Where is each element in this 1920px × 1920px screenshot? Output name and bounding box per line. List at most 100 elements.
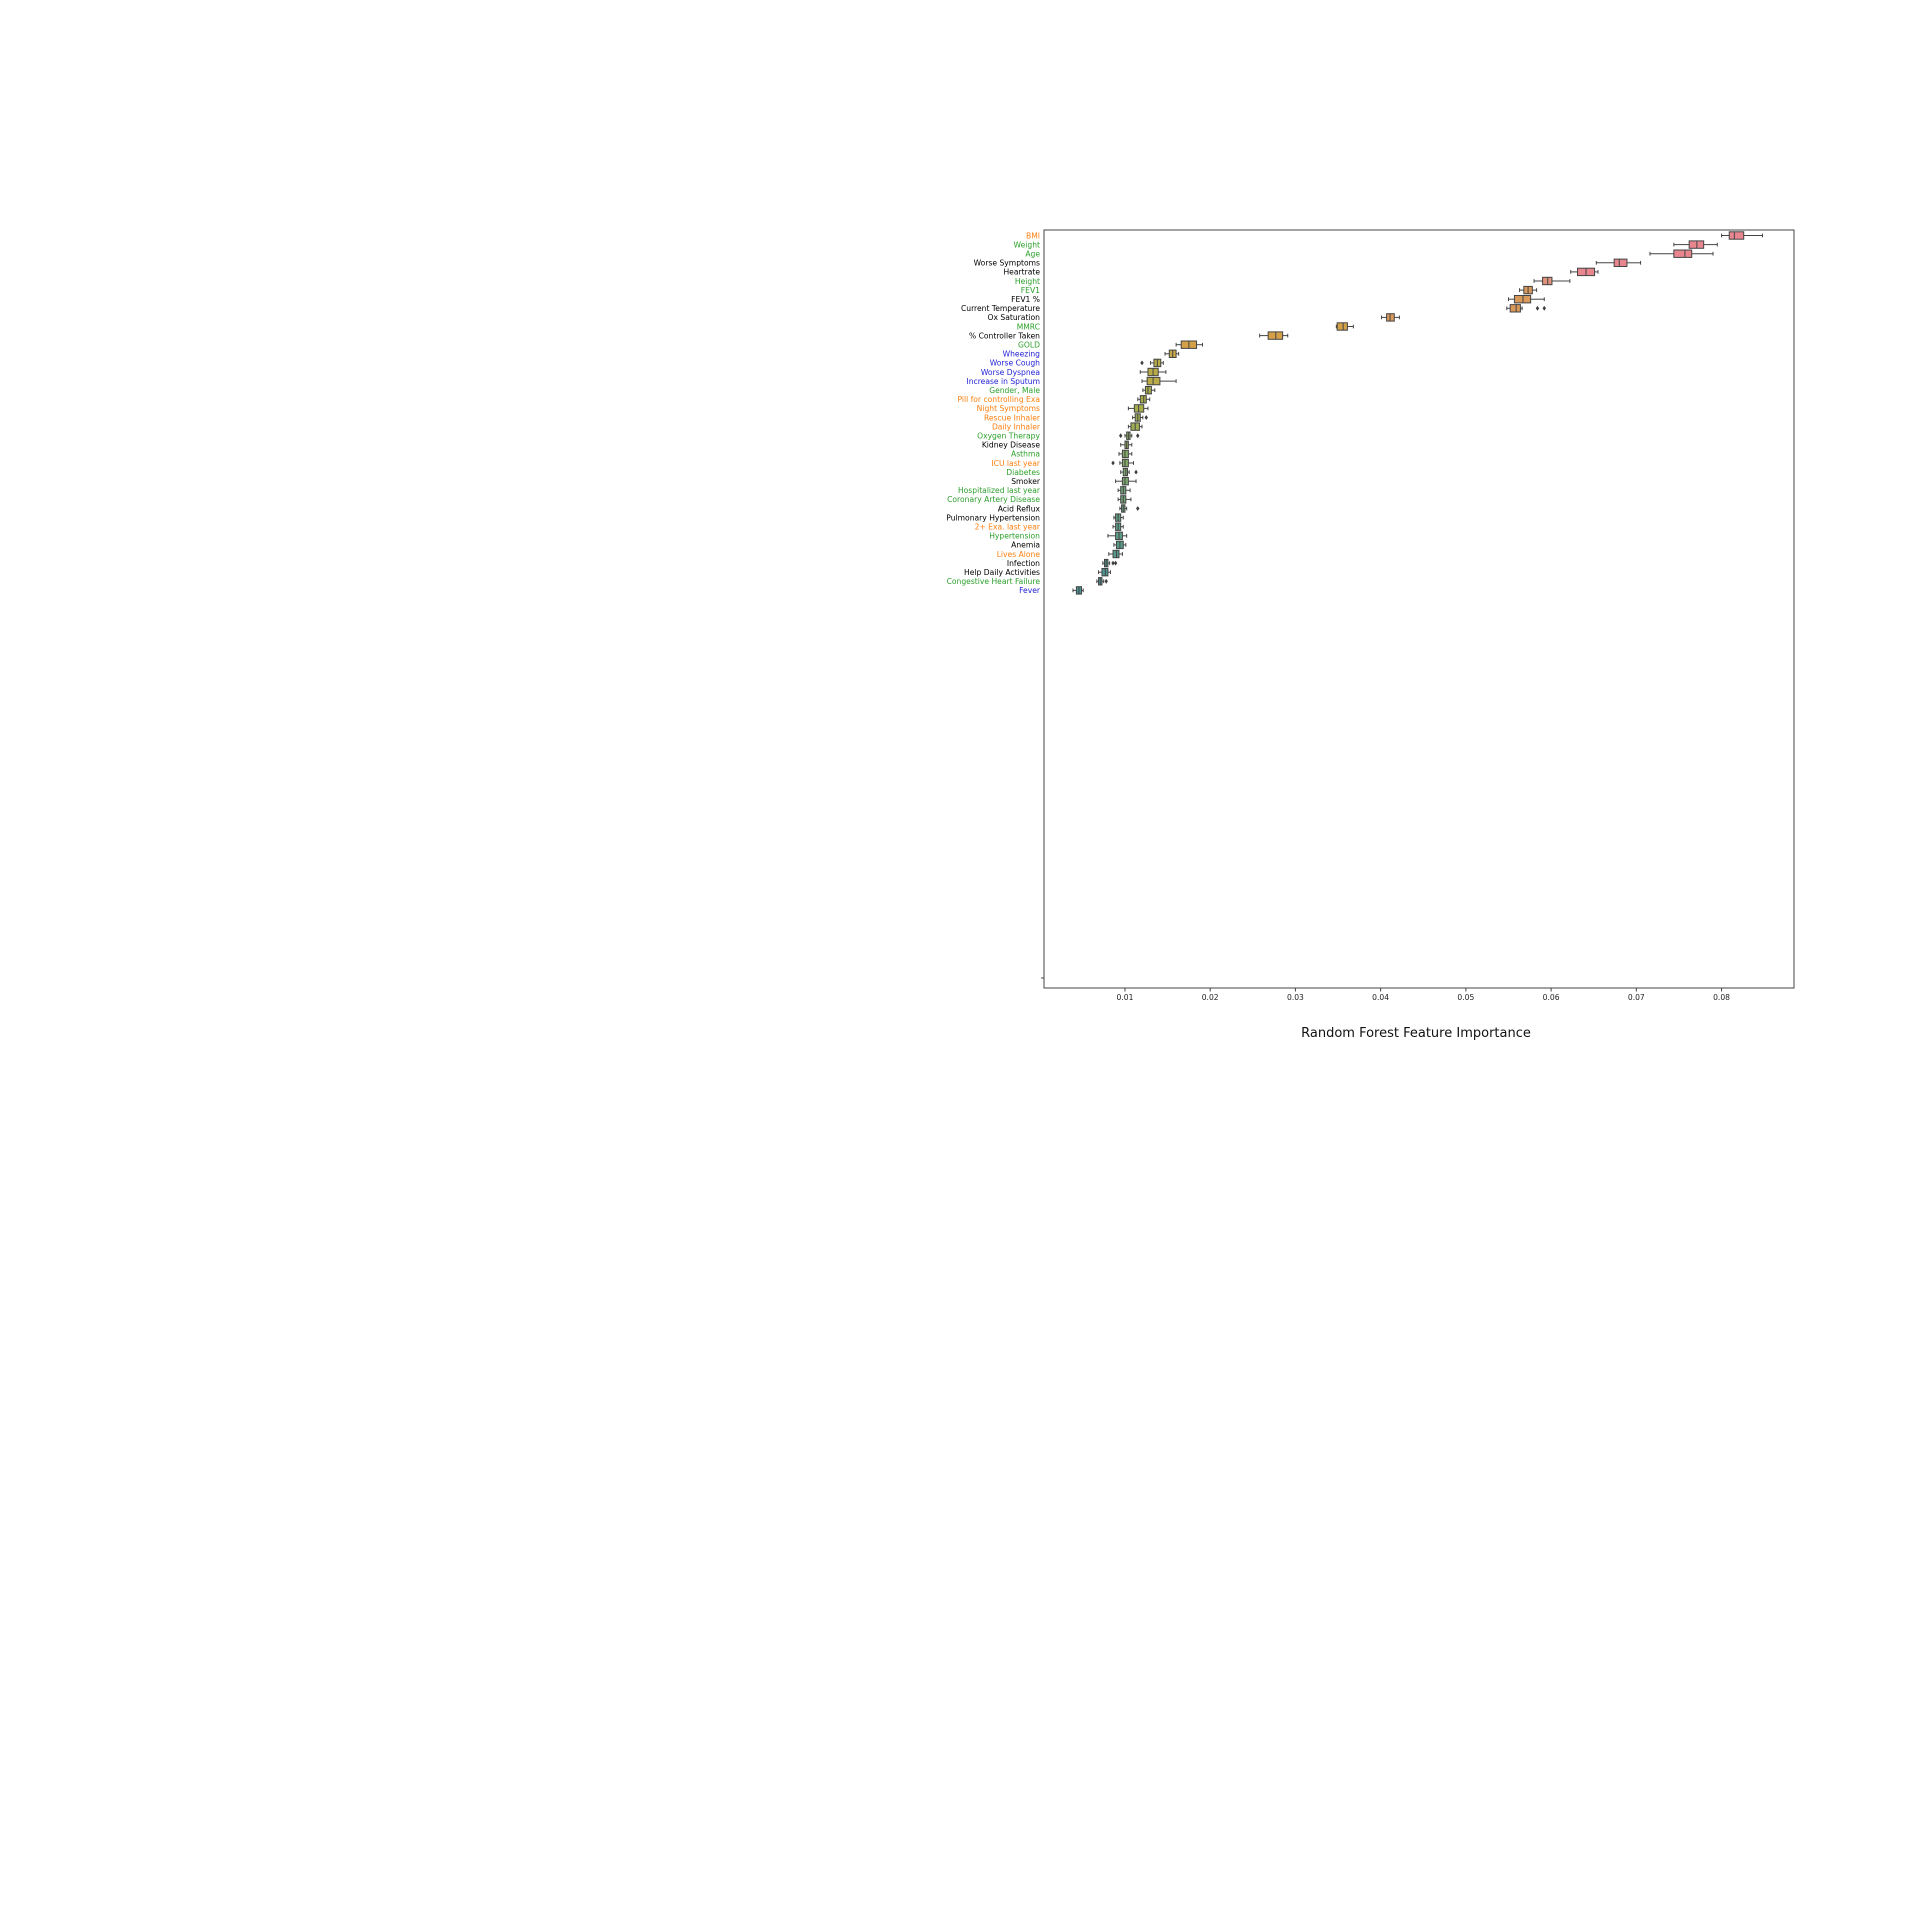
box-13 [1164, 349, 1180, 359]
box-2 [1649, 249, 1714, 258]
x-tick-label-5: 0.06 [1543, 993, 1560, 1002]
box-4 [1570, 267, 1599, 277]
box-37 [1098, 568, 1111, 577]
y-label-35: Lives Alone [997, 550, 1041, 559]
y-label-15: Worse Dyspnea [981, 368, 1040, 377]
outlier-point [1140, 360, 1144, 366]
box-25 [1111, 458, 1134, 468]
y-label-2: Age [1025, 250, 1040, 259]
plot-frame [1043, 229, 1795, 989]
box-6 [1519, 285, 1538, 295]
x-axis-title: Random Forest Feature Importance [1301, 1026, 1531, 1041]
iqr-box [1673, 249, 1693, 258]
box-23 [1120, 440, 1133, 450]
box-17 [1142, 386, 1156, 395]
iqr-box [1728, 231, 1745, 240]
y-label-28: Hospitalized last year [958, 486, 1041, 495]
y-label-20: Rescue Inhaler [984, 413, 1041, 422]
outlier-point [1111, 460, 1115, 466]
box-34 [1113, 540, 1127, 550]
y-label-5: Height [1015, 277, 1040, 286]
x-tick-label-3: 0.04 [1372, 993, 1389, 1002]
box-19 [1127, 404, 1149, 413]
box-20 [1132, 413, 1148, 422]
box-3 [1595, 258, 1642, 268]
box-10 [1335, 322, 1354, 331]
y-label-24: Asthma [1011, 450, 1040, 459]
box-7 [1507, 295, 1545, 304]
x-tick-label-6: 0.07 [1628, 993, 1645, 1002]
box-layer [1072, 231, 1763, 595]
y-label-6: FEV1 [1021, 286, 1040, 295]
y-label-3: Worse Symptoms [974, 259, 1040, 268]
x-ticks: 0.01 0.02 0.03 0.04 0.05 0.06 0.07 0.08 [1041, 977, 1730, 1002]
y-label-34: Anemia [1011, 541, 1040, 550]
y-label-10: MMRC [1017, 322, 1040, 331]
outlier-point [1136, 506, 1140, 511]
y-label-16: Increase in Sputum [966, 377, 1040, 386]
box-14 [1140, 358, 1164, 368]
box-9 [1381, 313, 1400, 322]
box-36 [1102, 558, 1118, 568]
box-24 [1118, 449, 1133, 459]
y-label-17: Gender, Male [989, 386, 1040, 395]
box-28 [1117, 486, 1131, 495]
box-27 [1115, 477, 1137, 486]
box-22 [1119, 431, 1140, 440]
y-label-31: Pulmonary Hypertension [946, 513, 1040, 522]
box-1 [1673, 240, 1718, 249]
box-11 [1259, 331, 1289, 340]
y-label-18: Pill for controlling Exa [957, 395, 1040, 404]
outlier-point [1542, 305, 1546, 311]
outlier-point [1104, 578, 1108, 584]
y-label-11: % Controller Taken [969, 331, 1040, 340]
outlier-point [1134, 469, 1138, 475]
outlier-point [1144, 415, 1148, 420]
y-label-7: FEV1 % [1011, 295, 1040, 304]
y-label-38: Congestive Heart Failure [947, 577, 1041, 586]
y-label-9: Ox Saturation [988, 313, 1041, 322]
y-label-0: BMI [1026, 231, 1040, 240]
x-tick-label-7: 0.08 [1713, 993, 1730, 1002]
iqr-box [1613, 258, 1628, 268]
box-29 [1117, 495, 1132, 504]
box-32 [1112, 522, 1124, 531]
box-31 [1113, 513, 1124, 522]
y-label-1: Weight [1014, 240, 1040, 249]
x-tick-label-2: 0.03 [1287, 993, 1304, 1002]
box-16 [1141, 376, 1177, 386]
box-33 [1107, 531, 1128, 540]
y-label-32: 2+ Exa. last year [975, 523, 1041, 532]
box-35 [1108, 549, 1123, 559]
box-15 [1139, 367, 1167, 377]
box-39 [1072, 586, 1084, 595]
outlier-point [1535, 305, 1540, 311]
x-tick-label-1: 0.02 [1202, 993, 1219, 1002]
iqr-box [1509, 304, 1521, 313]
box-21 [1127, 422, 1143, 431]
y-label-8: Current Temperature [961, 304, 1040, 313]
box-26 [1120, 467, 1138, 477]
y-label-36: Infection [1007, 559, 1040, 568]
y-label-25: ICU last year [991, 459, 1040, 468]
box-18 [1137, 395, 1151, 404]
box-12 [1175, 340, 1204, 349]
x-tick-label-4: 0.05 [1457, 993, 1474, 1002]
y-label-14: Worse Cough [990, 359, 1040, 368]
y-label-29: Coronary Artery Disease [947, 495, 1040, 504]
y-label-39: Fever [1019, 586, 1041, 595]
y-label-23: Kidney Disease [982, 441, 1040, 450]
y-label-22: Oxygen Therapy [977, 432, 1040, 441]
box-5 [1533, 276, 1571, 286]
y-label-30: Acid Reflux [998, 504, 1041, 513]
box-38 [1096, 577, 1108, 586]
y-label-33: Hypertension [989, 532, 1040, 541]
outlier-point [1119, 433, 1123, 439]
y-label-21: Daily Inhaler [992, 422, 1041, 431]
y-label-12: GOLD [1018, 341, 1040, 350]
box-8 [1506, 304, 1546, 313]
y-label-26: Diabetes [1006, 468, 1040, 477]
box-30 [1119, 504, 1140, 513]
